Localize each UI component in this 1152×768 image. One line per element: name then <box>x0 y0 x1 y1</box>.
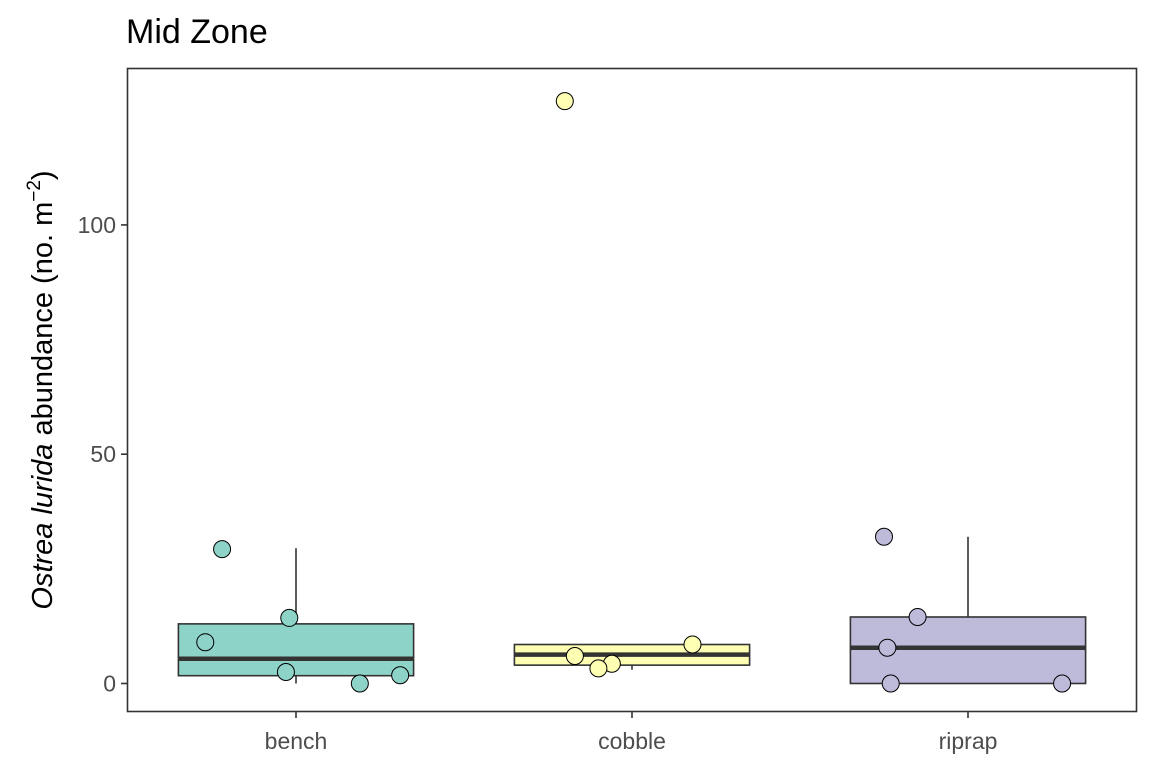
data-point-riprap-14 <box>881 674 900 693</box>
plot-area <box>177 92 1087 693</box>
y-axis-title-exponent: −2 <box>24 180 45 202</box>
x-tick-label-riprap: riprap <box>939 728 998 754</box>
box-body-bench <box>177 623 415 677</box>
y-axis-title-unit: (no. m <box>27 202 59 284</box>
data-point-cobble-8 <box>565 646 584 665</box>
x-axis: bench cobble riprap <box>265 711 998 754</box>
y-axis-title-text: abundance <box>27 292 59 436</box>
data-point-cobble-6 <box>555 92 574 111</box>
data-point-bench-5 <box>350 674 369 693</box>
y-tick-label-50: 50 <box>90 441 116 467</box>
data-point-bench-3 <box>276 663 295 682</box>
x-tick-label-bench: bench <box>265 728 328 754</box>
x-tick-label-cobble: cobble <box>598 728 666 754</box>
data-point-cobble-7 <box>683 635 702 654</box>
y-axis-title-close: ) <box>27 170 59 180</box>
data-point-cobble-10 <box>589 659 608 678</box>
data-point-bench-1 <box>280 608 299 627</box>
y-axis-title: Ostrea lurida abundance (no. m−2) <box>24 170 59 609</box>
data-point-bench-4 <box>391 666 410 685</box>
y-tick-label-100: 100 <box>78 212 116 238</box>
chart-title: Mid Zone <box>126 13 268 51</box>
y-axis-title-species: Ostrea lurida <box>27 444 59 610</box>
data-point-riprap-15 <box>1053 674 1072 693</box>
box-bench <box>177 548 415 684</box>
y-tick-label-0: 0 <box>103 670 116 696</box>
data-point-bench-2 <box>196 633 215 652</box>
data-point-riprap-11 <box>875 527 893 546</box>
data-point-riprap-13 <box>878 638 897 657</box>
data-point-bench-0 <box>213 540 232 559</box>
y-axis: 0 50 100 <box>78 212 128 696</box>
data-point-riprap-12 <box>908 607 927 626</box>
